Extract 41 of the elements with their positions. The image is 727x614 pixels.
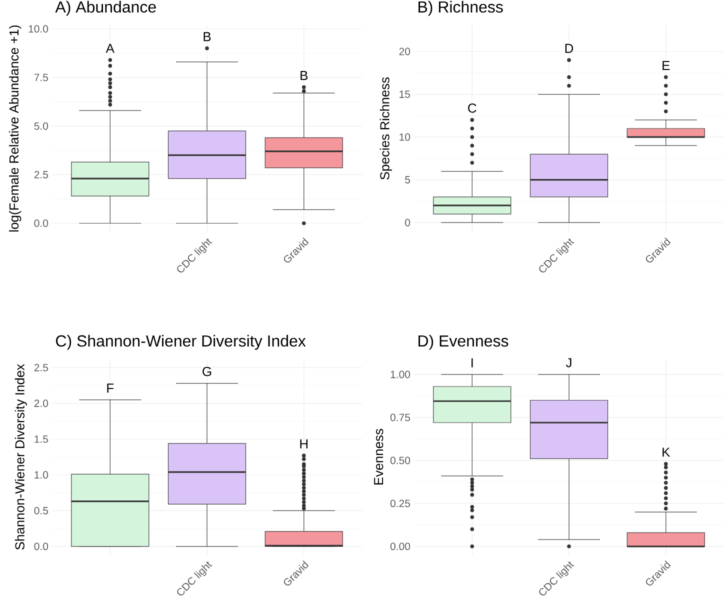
annotation: K (662, 448, 670, 457)
annotation: E (662, 61, 670, 70)
y-tick-label: 0.75 (390, 414, 410, 422)
annotation: B (204, 32, 211, 42)
y-tick-label: 20 (399, 48, 410, 56)
y-tick-label: 0.50 (390, 456, 410, 464)
annotation: F (107, 384, 114, 393)
y-axis-title: Evenness (374, 428, 384, 484)
y-tick-label: 0.0 (34, 542, 48, 550)
y-axis-title: log(Female Relative Abundance +1) (9, 25, 22, 232)
annotation: C (468, 104, 476, 113)
annotation: A (106, 44, 114, 53)
y-tick-label: 5 (405, 176, 410, 184)
y-tick-label: 1.0 (34, 471, 48, 479)
y-tick-label: 1.00 (390, 370, 410, 378)
y-tick-label: 2.0 (34, 400, 48, 408)
annotation: I (472, 358, 473, 368)
chart-title: C) Shannon-Wiener Diversity Index (56, 334, 306, 350)
annotation: B (300, 71, 308, 80)
y-axis-title: Species Richness (380, 77, 392, 180)
y-tick-label: 0.25 (390, 500, 410, 508)
annotation: H (300, 439, 308, 448)
y-tick-label: 7.5 (34, 74, 48, 82)
y-tick-label: 0 (405, 218, 410, 226)
y-tick-label: 2.5 (34, 364, 48, 372)
y-tick-label: 15 (400, 90, 410, 98)
y-tick-label: 10.0 (28, 25, 48, 33)
y-tick-label: 2.5 (34, 170, 48, 178)
y-tick-label: 10 (400, 133, 410, 141)
y-tick-label: 0.0 (34, 220, 48, 227)
chart-title: D) Evenness (418, 334, 508, 350)
annotation: G (202, 366, 212, 376)
y-axis-title: Shannon-Wiener Diversity Index (14, 364, 28, 550)
y-tick-label: 5.0 (34, 122, 48, 130)
chart-title: A) Abundance (55, 0, 156, 16)
y-tick-label: 0.00 (390, 542, 410, 550)
annotation: J (566, 358, 572, 368)
y-tick-label: 1.5 (34, 435, 48, 443)
annotation: D (565, 44, 574, 53)
chart-title: B) Richness (418, 0, 503, 16)
y-tick-label: 0.5 (34, 506, 48, 514)
